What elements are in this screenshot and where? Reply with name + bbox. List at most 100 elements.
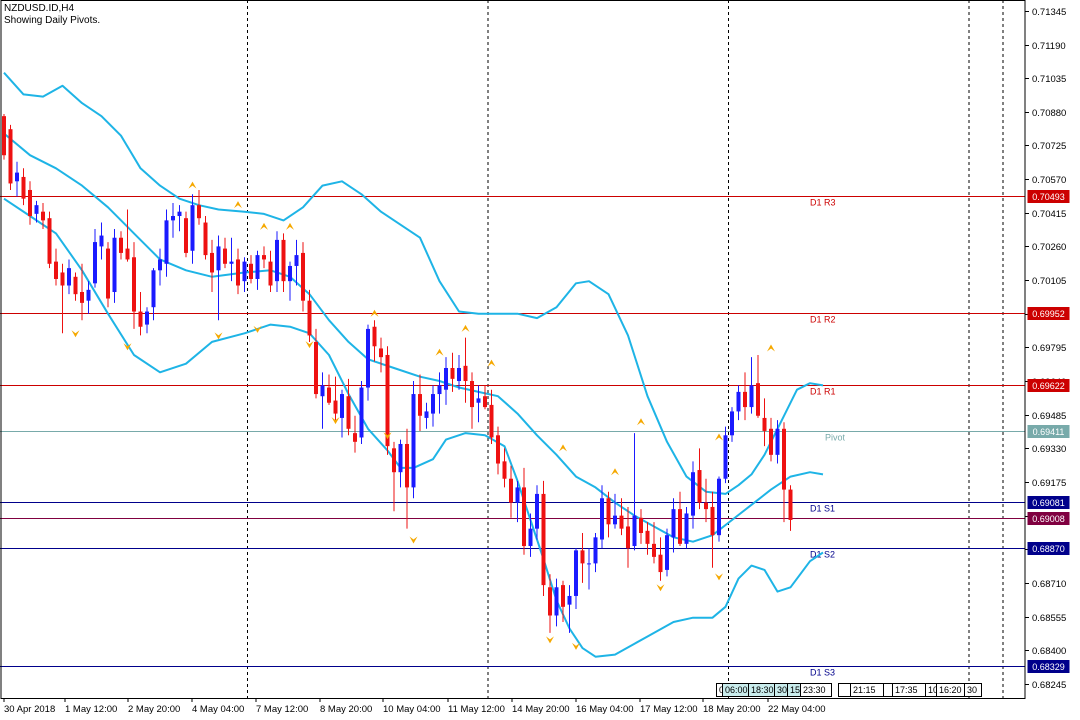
candle-45 xyxy=(294,239,299,286)
x-tick-label-11: 18 May 20:00 xyxy=(703,704,761,715)
candle-28 xyxy=(184,211,188,258)
candle-53 xyxy=(346,378,351,436)
fractal-down-11 xyxy=(715,573,723,581)
candle-2 xyxy=(15,161,19,197)
candle-7 xyxy=(47,211,52,269)
candle-89 xyxy=(580,532,585,583)
candle-33 xyxy=(216,235,221,321)
candle-94 xyxy=(613,493,617,529)
y-tick-label-13: 0.69330 xyxy=(1032,444,1066,455)
level-tag-0: 0.70493 xyxy=(1027,190,1070,203)
fractal-up-6 xyxy=(461,324,470,332)
candle-76 xyxy=(496,426,500,475)
bollinger-bands xyxy=(3,72,824,658)
candle-18 xyxy=(119,231,123,260)
candle-41 xyxy=(268,250,273,293)
candle-88 xyxy=(574,548,578,609)
candle-120 xyxy=(782,422,786,523)
y-tick-label-14: 0.69175 xyxy=(1032,478,1066,489)
candle-113 xyxy=(736,385,741,421)
y-tick-label-1: 0.71190 xyxy=(1032,41,1066,52)
candle-111 xyxy=(723,426,728,484)
level-tag-2: 0.69622 xyxy=(1027,379,1070,392)
fractal-up-8 xyxy=(559,444,567,452)
candle-96 xyxy=(626,506,630,568)
candle-47 xyxy=(307,289,312,342)
candle-105 xyxy=(684,506,689,549)
x-tick-label-3: 4 May 04:00 xyxy=(192,704,244,715)
candle-48 xyxy=(314,328,318,399)
candle-14 xyxy=(93,229,97,288)
price-tags: 0.70493 0.69952 0.69622 0.69411 0.69081 0.688… xyxy=(1027,190,1070,673)
candle-46 xyxy=(301,242,305,312)
fractal-down-5 xyxy=(331,417,340,425)
x-tick-label-8: 14 May 20:00 xyxy=(512,704,570,715)
y-tick-label-18: 0.68555 xyxy=(1032,613,1066,624)
candle-93 xyxy=(606,491,611,538)
svg-text:0.68870: 0.68870 xyxy=(1032,544,1065,554)
y-tick-label-6: 0.70415 xyxy=(1032,209,1066,220)
candle-99 xyxy=(645,522,650,555)
fractal-up-1 xyxy=(234,201,242,209)
x-tick-label-5: 8 May 20:00 xyxy=(320,704,372,715)
candle-114 xyxy=(743,372,747,421)
current-price-tag: 0.69008 xyxy=(1027,512,1070,525)
level-label-6: D1 S3 xyxy=(810,668,835,678)
candle-84 xyxy=(548,574,552,633)
candle-34 xyxy=(223,237,227,269)
candle-62 xyxy=(405,428,409,529)
x-tick-label-9: 16 May 04:00 xyxy=(576,704,634,715)
fractal-up-12 xyxy=(767,344,775,352)
fractal-down-7 xyxy=(409,536,418,544)
candle-51 xyxy=(333,376,338,421)
fractal-down-2 xyxy=(214,332,223,340)
candle-22 xyxy=(145,307,149,334)
candle-77 xyxy=(502,448,507,488)
candle-75 xyxy=(489,389,494,444)
y-tick-label-7: 0.70260 xyxy=(1032,242,1066,253)
fractal-up-0 xyxy=(188,181,197,189)
candle-104 xyxy=(678,491,682,547)
candle-32 xyxy=(210,239,214,293)
candle-5 xyxy=(34,200,39,223)
candle-39 xyxy=(255,250,260,290)
x-tick-label-6: 10 May 04:00 xyxy=(383,704,441,715)
fractal-up-3 xyxy=(286,222,294,230)
candle-40 xyxy=(262,246,266,269)
y-tick-label-19: 0.68400 xyxy=(1032,646,1066,657)
candle-71 xyxy=(463,337,468,403)
candle-10 xyxy=(67,259,71,295)
fractal-down-4 xyxy=(305,341,314,349)
candle-55 xyxy=(359,381,364,444)
candle-31 xyxy=(203,216,208,260)
level-label-3: Pivot xyxy=(825,433,846,443)
x-tick-label-10: 17 May 12:00 xyxy=(640,704,698,715)
svg-text:0.69622: 0.69622 xyxy=(1032,381,1065,391)
fractal-up-5 xyxy=(435,348,444,356)
candle-69 xyxy=(450,352,455,392)
session-box-9: 17:35 xyxy=(892,683,926,697)
session-box-3: 30 xyxy=(774,683,790,697)
candle-103 xyxy=(671,498,676,553)
candle-70 xyxy=(457,354,461,390)
x-tick-label-0: 30 Apr 2018 xyxy=(4,704,55,715)
candle-0 xyxy=(2,113,6,160)
candle-29 xyxy=(190,194,195,264)
fractal-down-0 xyxy=(71,330,80,338)
candle-49 xyxy=(320,372,325,429)
fractals xyxy=(71,181,775,650)
fractal-up-4 xyxy=(370,309,379,317)
candle-1 xyxy=(8,124,13,190)
fractal-down-8 xyxy=(546,636,554,644)
candle-13 xyxy=(86,281,91,314)
candle-26 xyxy=(171,202,175,238)
candlesticks xyxy=(2,113,793,633)
candle-44 xyxy=(288,261,292,301)
y-tick-label-2: 0.71035 xyxy=(1032,74,1066,85)
session-box-11: 16:20 xyxy=(936,683,966,697)
candle-112 xyxy=(730,407,734,442)
candle-37 xyxy=(242,257,247,293)
candle-36 xyxy=(236,248,240,295)
candle-35 xyxy=(229,237,234,282)
